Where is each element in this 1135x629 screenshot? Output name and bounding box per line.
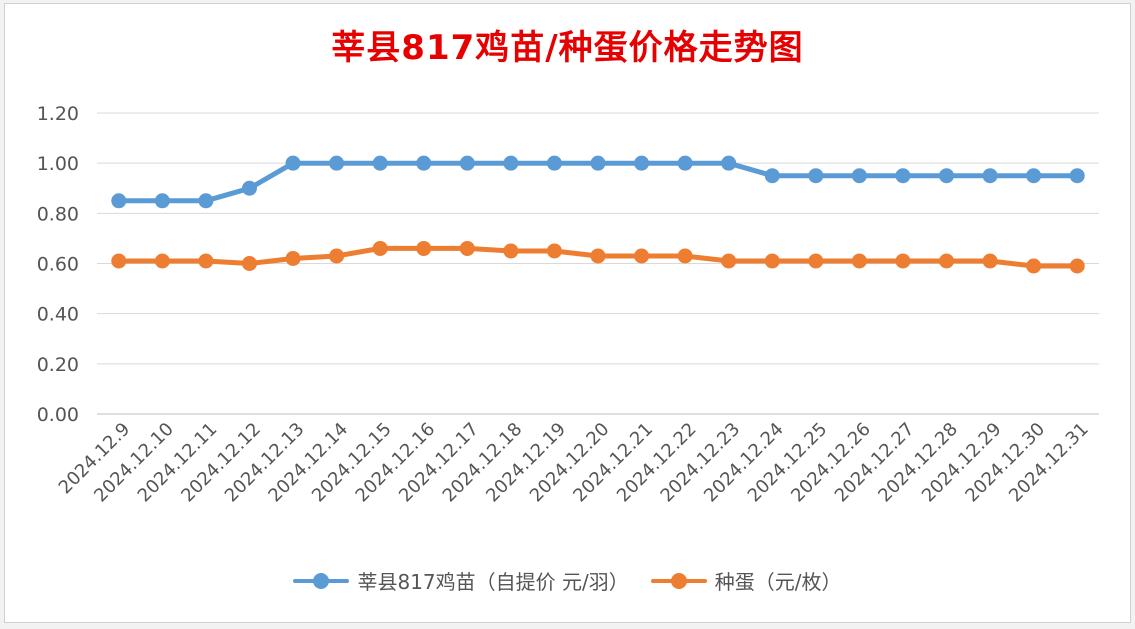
chart-title: 莘县817鸡苗/种蛋价格走势图	[331, 28, 804, 68]
legend-label-egg: 种蛋（元/枚）	[714, 570, 842, 594]
data-point	[851, 168, 867, 184]
legend-swatch-egg	[650, 572, 707, 589]
data-point	[895, 253, 911, 269]
data-point	[721, 253, 737, 269]
y-tick-label: 0.20	[37, 354, 79, 376]
data-point	[198, 253, 214, 269]
data-point	[154, 193, 170, 209]
data-point	[851, 253, 867, 269]
data-point	[372, 155, 388, 171]
data-point	[982, 253, 998, 269]
y-tick-label: 0.40	[37, 304, 79, 326]
data-point	[198, 193, 214, 209]
data-point	[329, 248, 345, 264]
data-point	[241, 180, 257, 196]
legend-item-egg: 种蛋（元/枚）	[650, 566, 842, 595]
data-point	[1069, 258, 1085, 274]
data-point	[1026, 258, 1042, 274]
series-layer	[111, 155, 1085, 274]
data-point	[111, 193, 127, 209]
data-point	[459, 155, 475, 171]
chart-frame	[4, 3, 1131, 623]
data-point	[329, 155, 345, 171]
data-point	[721, 155, 737, 171]
data-point	[939, 168, 955, 184]
data-point	[895, 168, 911, 184]
y-tick-label: 0.60	[37, 254, 79, 276]
data-point	[546, 155, 562, 171]
data-point	[982, 168, 998, 184]
y-axis-ticks: 0.00 0.20 0.40 0.60 0.80 1.00 1.20	[37, 103, 79, 426]
data-point	[590, 155, 606, 171]
x-axis-ticks: 2024.12.92024.12.102024.12.112024.12.122…	[55, 419, 1093, 507]
data-point	[154, 253, 170, 269]
data-point	[503, 243, 519, 259]
data-point	[111, 253, 127, 269]
data-point	[764, 253, 780, 269]
data-point	[459, 240, 475, 256]
y-tick-label: 0.00	[37, 404, 79, 426]
data-point	[634, 155, 650, 171]
data-point	[590, 248, 606, 264]
data-point	[1026, 168, 1042, 184]
y-tick-label: 1.00	[37, 153, 79, 175]
data-point	[808, 168, 824, 184]
data-point	[634, 248, 650, 264]
data-point	[285, 155, 301, 171]
data-point	[808, 253, 824, 269]
y-tick-label: 1.20	[37, 103, 79, 125]
data-point	[416, 155, 432, 171]
data-point	[677, 155, 693, 171]
data-point	[416, 240, 432, 256]
legend-label-chick: 莘县817鸡苗（自提价 元/羽）	[357, 570, 629, 594]
data-point	[546, 243, 562, 259]
data-point	[241, 256, 257, 271]
legend-swatch-chick	[293, 572, 350, 589]
legend-item-chick: 莘县817鸡苗（自提价 元/羽）	[293, 566, 629, 595]
data-point	[677, 248, 693, 264]
data-point	[503, 155, 519, 171]
data-point	[939, 253, 955, 269]
data-point	[1069, 168, 1085, 184]
data-point	[372, 240, 388, 256]
legend: 莘县817鸡苗（自提价 元/羽） 种蛋（元/枚）	[0, 566, 1135, 595]
data-point	[285, 250, 301, 266]
data-point	[764, 168, 780, 184]
y-tick-label: 0.80	[37, 203, 79, 225]
